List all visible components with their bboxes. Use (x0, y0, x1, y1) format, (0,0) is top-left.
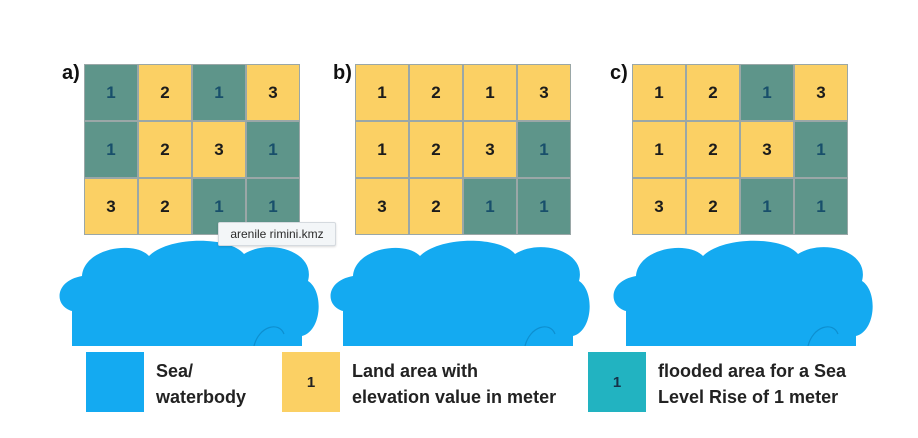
sea-cloud-b (330, 240, 590, 346)
legend-sea-line1: Sea/ (156, 361, 194, 381)
flooded-cell: 1 (84, 121, 138, 178)
land-cell: 2 (686, 64, 740, 121)
land-cell: 3 (794, 64, 848, 121)
file-tooltip: arenile rimini.kmz (218, 222, 336, 246)
land-cell: 2 (138, 178, 192, 235)
land-cell: 2 (138, 64, 192, 121)
flooded-cell: 1 (192, 64, 246, 121)
sea-cloud-c (613, 240, 873, 346)
legend-flooded-text: flooded area for a Sea Level Rise of 1 m… (658, 358, 846, 410)
land-cell: 3 (740, 121, 794, 178)
flooded-swatch: 1 (588, 352, 646, 412)
legend-land-line1: Land area with (352, 361, 479, 381)
flooded-cell: 1 (740, 178, 794, 235)
legend-sea-line2: waterbody (156, 387, 247, 407)
legend-sea: Sea/ waterbody (86, 352, 276, 424)
land-cell: 3 (246, 64, 300, 121)
panel-label-c: c) (610, 62, 628, 84)
flooded-cell: 1 (740, 64, 794, 121)
land-cell: 3 (632, 178, 686, 235)
land-cell: 3 (463, 121, 517, 178)
flooded-cell: 1 (84, 64, 138, 121)
flooded-cell: 1 (517, 178, 571, 235)
panel-label-a: a) (62, 62, 80, 84)
land-cell: 2 (686, 121, 740, 178)
legend-land-text: Land area with elevation value in meter (352, 358, 556, 410)
legend-flooded-line1: flooded area for a Sea (658, 361, 847, 381)
land-cell: 2 (138, 121, 192, 178)
land-cell: 2 (409, 64, 463, 121)
flooded-cell: 1 (517, 121, 571, 178)
flooded-cell: 1 (794, 121, 848, 178)
legend-flooded: 1 flooded area for a Sea Level Rise of 1… (588, 352, 898, 424)
flooded-cell: 1 (246, 121, 300, 178)
land-cell: 3 (84, 178, 138, 235)
land-cell: 3 (192, 121, 246, 178)
panel-label-b: b) (333, 62, 352, 84)
legend-land-line2: elevation value in meter (352, 387, 557, 407)
legend-flooded-line2: Level Rise of 1 meter (658, 387, 839, 407)
land-cell: 1 (463, 64, 517, 121)
land-cell: 3 (355, 178, 409, 235)
land-cell: 2 (409, 178, 463, 235)
land-swatch: 1 (282, 352, 340, 412)
sea-cloud-a (59, 240, 319, 346)
land-cell: 1 (632, 64, 686, 121)
legend-land: 1 Land area with elevation value in mete… (282, 352, 592, 424)
legend-sea-text: Sea/ waterbody (156, 358, 246, 410)
sea-swatch (86, 352, 144, 412)
land-cell: 3 (517, 64, 571, 121)
land-cell: 1 (355, 121, 409, 178)
flooded-cell: 1 (463, 178, 517, 235)
land-cell: 1 (355, 64, 409, 121)
land-cell: 2 (409, 121, 463, 178)
land-cell: 1 (632, 121, 686, 178)
land-cell: 2 (686, 178, 740, 235)
flooded-cell: 1 (794, 178, 848, 235)
